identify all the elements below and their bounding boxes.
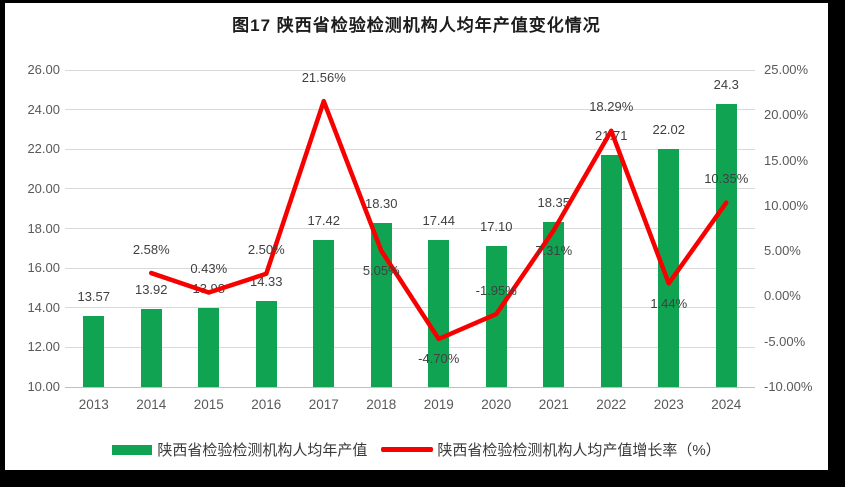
bar-label-2024: 24.3 bbox=[713, 76, 739, 92]
bar-label-2015: 13.98 bbox=[192, 281, 226, 297]
left-axis-tick: 18.00 bbox=[27, 220, 60, 236]
bar-label-2020: 17.10 bbox=[479, 219, 513, 235]
bar-2021 bbox=[543, 221, 565, 387]
bar-2019 bbox=[428, 239, 450, 387]
left-axis-tick: 26.00 bbox=[27, 62, 60, 77]
growth-label-2019: -4.70% bbox=[418, 351, 460, 367]
gridline bbox=[65, 228, 755, 229]
growth-label-2016: 2.50% bbox=[247, 242, 285, 258]
legend-label-line-series: 陕西省检验检测机构人均产值增长率（%） bbox=[437, 442, 721, 459]
growth-label-2023: 1.44% bbox=[650, 295, 688, 311]
gridline bbox=[65, 267, 755, 269]
growth-label-2017: 21.56% bbox=[301, 69, 346, 85]
right-axis-tick: 10.00% bbox=[764, 197, 809, 213]
right-axis-tick: 0.00% bbox=[764, 288, 801, 304]
growth-label-2024: 10.35% bbox=[704, 171, 749, 187]
bar-label-2023: 22.02 bbox=[652, 121, 686, 137]
right-axis-tick: 25.00% bbox=[764, 62, 809, 77]
bar-label-2017: 17.42 bbox=[307, 212, 341, 228]
bar-label-2021: 18.35 bbox=[537, 194, 571, 210]
right-axis-tick: -5.00% bbox=[764, 333, 806, 349]
x-axis-label-2014: 2014 bbox=[136, 397, 167, 412]
growth-label-2018: 5.05% bbox=[362, 263, 400, 279]
x-axis-label-2017: 2017 bbox=[308, 397, 339, 412]
left-axis-tick: 12.00 bbox=[27, 339, 60, 355]
legend-item-line-series: 陕西省检验检测机构人均产值增长率（%） bbox=[367, 439, 721, 460]
bar-2024 bbox=[715, 103, 737, 387]
growth-label-2015: 0.43% bbox=[190, 261, 228, 277]
growth-label-2014: 2.58% bbox=[132, 241, 170, 257]
x-axis-label-2019: 2019 bbox=[423, 397, 454, 412]
left-axis-tick: 24.00 bbox=[27, 101, 60, 117]
bar-2014 bbox=[140, 309, 162, 387]
x-axis-label-2023: 2023 bbox=[653, 397, 684, 412]
bar-2017 bbox=[313, 239, 335, 387]
bar-series-swatch-icon bbox=[112, 444, 153, 455]
line-series-swatch-icon bbox=[381, 447, 434, 452]
bar-2023 bbox=[658, 148, 680, 387]
x-axis-label-2018: 2018 bbox=[366, 397, 397, 412]
gridline bbox=[65, 109, 755, 111]
chart-page: 图17 陕西省检验检测机构人均年产值变化情况 26.00 24.00 22.00 20… bbox=[5, 3, 828, 470]
bar-label-2019: 17.44 bbox=[422, 212, 456, 228]
x-axis-label-2013: 2013 bbox=[78, 397, 109, 412]
gridline bbox=[65, 307, 755, 309]
chart-legend: 陕西省检验检测机构人均年产值 陕西省检验检测机构人均产值增长率（%） bbox=[5, 439, 828, 460]
growth-line-layer bbox=[149, 98, 729, 342]
bar-2013 bbox=[83, 316, 105, 387]
bar-2016 bbox=[255, 301, 277, 387]
bar-2015 bbox=[198, 308, 220, 387]
gridline bbox=[65, 346, 755, 348]
gridline bbox=[65, 148, 755, 150]
right-axis-tick: 5.00% bbox=[764, 243, 801, 259]
bar-2020 bbox=[485, 246, 507, 387]
legend-item-bar-series: 陕西省检验检测机构人均年产值 bbox=[112, 439, 367, 460]
gridline bbox=[65, 69, 755, 71]
right-axis-tick: -10.00% bbox=[764, 379, 813, 394]
left-axis-tick: 22.00 bbox=[27, 141, 60, 157]
growth-line bbox=[149, 98, 729, 342]
left-axis-tick: 20.00 bbox=[27, 180, 60, 196]
right-axis-tick: 20.00% bbox=[764, 107, 809, 123]
left-axis-tick: 16.00 bbox=[27, 260, 60, 276]
growth-label-2022: 18.29% bbox=[589, 99, 634, 115]
legend-label-bar-series: 陕西省检验检测机构人均年产值 bbox=[157, 442, 368, 459]
x-axis-label-2024: 2024 bbox=[711, 397, 742, 412]
left-axis-tick: 14.00 bbox=[27, 299, 60, 315]
x-axis-label-2022: 2022 bbox=[596, 397, 627, 412]
x-axis-label-2020: 2020 bbox=[481, 397, 512, 412]
bar-label-2014: 13.92 bbox=[134, 282, 168, 298]
x-axis-label-2015: 2015 bbox=[193, 397, 224, 412]
right-axis-tick: 15.00% bbox=[764, 152, 809, 168]
x-axis-label-2016: 2016 bbox=[251, 397, 282, 412]
chart-area: 26.00 24.00 22.00 20.00 18.00 16.00 14.00 12.00… bbox=[5, 3, 828, 470]
chart-title: 图17 陕西省检验检测机构人均年产值变化情况 bbox=[232, 16, 601, 35]
gridline bbox=[65, 386, 755, 388]
growth-label-2021: 7.31% bbox=[535, 242, 573, 258]
growth-label-2020: -1.95% bbox=[475, 282, 517, 298]
gridline bbox=[65, 188, 755, 190]
bar-2022 bbox=[600, 154, 622, 387]
bar-2018 bbox=[370, 222, 392, 387]
bar-label-2013: 13.57 bbox=[77, 289, 111, 305]
bar-label-2018: 18.30 bbox=[364, 195, 398, 211]
x-axis-label-2021: 2021 bbox=[538, 397, 569, 412]
left-axis-tick: 10.00 bbox=[27, 379, 60, 394]
